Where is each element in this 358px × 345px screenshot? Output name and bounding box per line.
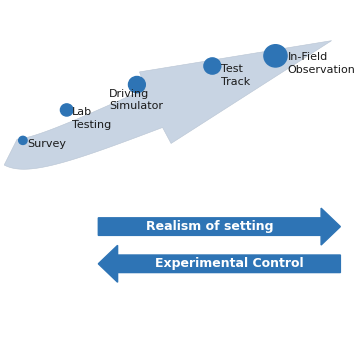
Text: In-Field
Observation: In-Field Observation [288, 52, 355, 75]
FancyArrow shape [98, 208, 340, 245]
Text: Driving
Simulator: Driving Simulator [109, 89, 163, 111]
Circle shape [129, 77, 145, 93]
Text: Survey: Survey [28, 139, 67, 149]
Polygon shape [4, 41, 332, 169]
Text: Lab
Testing: Lab Testing [72, 107, 111, 130]
Text: Realism of setting: Realism of setting [146, 220, 274, 233]
FancyArrow shape [98, 245, 340, 282]
Text: Experimental Control: Experimental Control [155, 257, 303, 270]
Circle shape [264, 45, 287, 67]
Circle shape [61, 104, 73, 116]
Text: Test
Track: Test Track [221, 64, 250, 87]
Circle shape [19, 136, 27, 145]
Circle shape [204, 58, 221, 74]
